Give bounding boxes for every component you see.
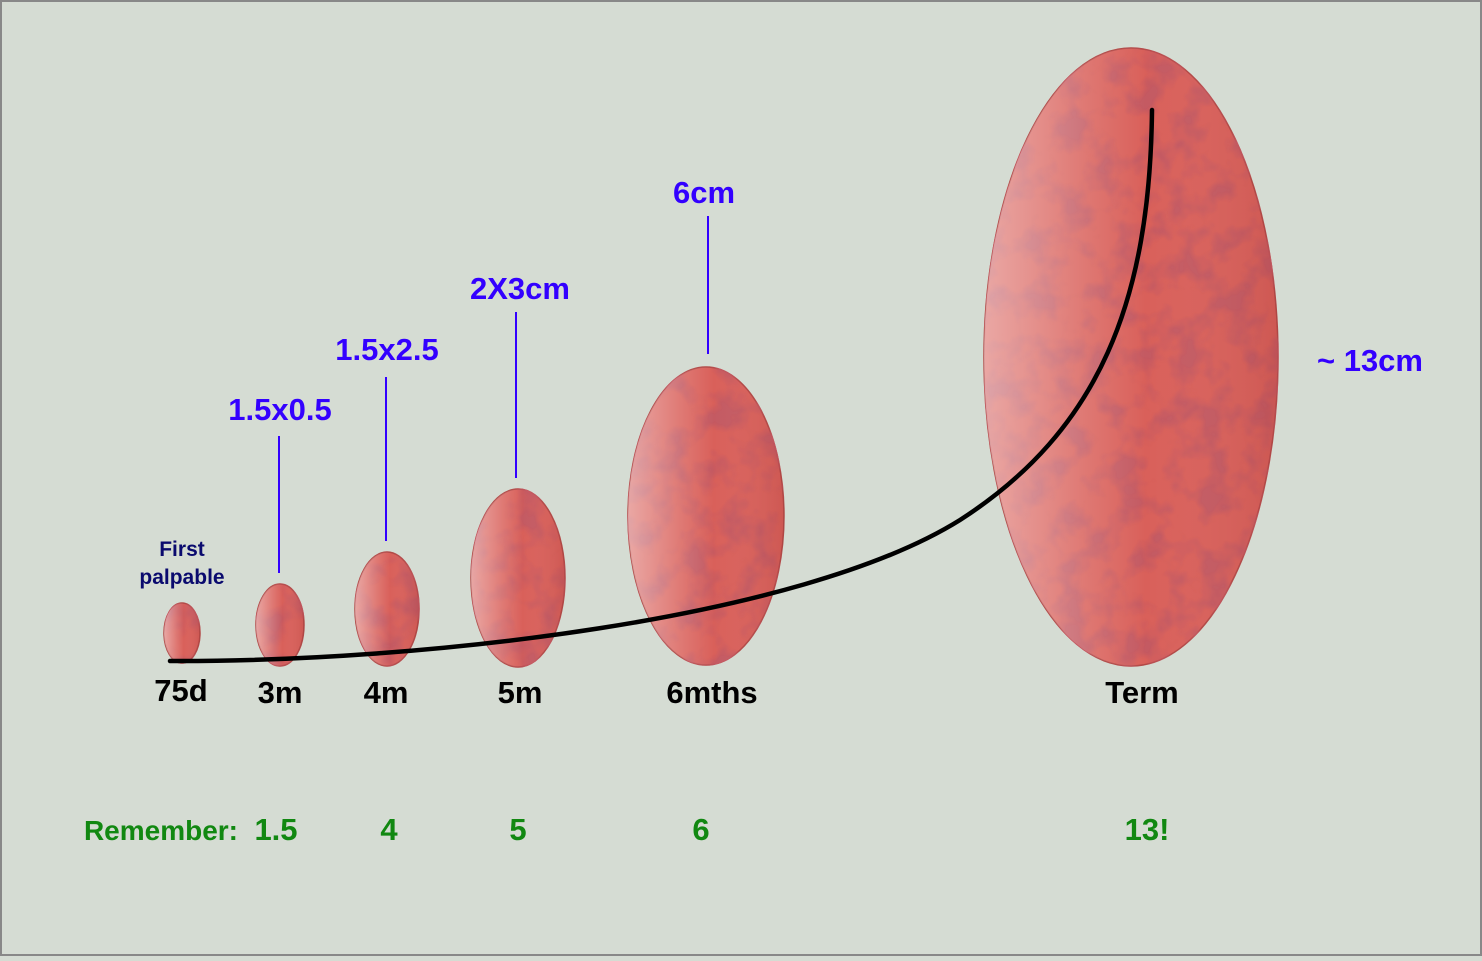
size-label-term: ~ 13cm: [1317, 343, 1423, 378]
remember-value-3: 5: [509, 812, 526, 847]
remember-value-5: 13!: [1125, 812, 1170, 847]
stage-label-5m: 5m: [498, 675, 543, 710]
stage-label-3m: 3m: [258, 675, 303, 710]
size-label-4m: 1.5x2.5: [335, 332, 438, 367]
ovary-ellipse-6mths: [627, 366, 785, 666]
size-label-5m: 2X3cm: [470, 271, 570, 306]
stage-label-75d: 75d: [154, 673, 207, 708]
ovary-ellipse-5m: [470, 488, 566, 668]
first-palpable-note-line1: First: [159, 538, 205, 561]
ovary-ellipses: [163, 47, 1279, 668]
ovary-ellipse-4m: [354, 551, 420, 667]
remember-value-1: 1.5: [254, 812, 297, 847]
ovary-ellipse-75d: [163, 602, 201, 664]
size-label-6mths: 6cm: [673, 175, 735, 210]
remember-value-2: 4: [380, 812, 398, 847]
size-label-3m: 1.5x0.5: [228, 392, 331, 427]
ovary-ellipse-term: [983, 47, 1279, 667]
remember-value-4: 6: [692, 812, 709, 847]
remember-prefix: Remember:: [84, 815, 238, 846]
stage-label-4m: 4m: [364, 675, 409, 710]
first-palpable-note-line2: palpable: [139, 566, 224, 589]
stage-label-6mths: 6mths: [666, 675, 757, 710]
stage-label-term: Term: [1105, 675, 1179, 710]
size-leader-lines: [278, 216, 709, 573]
ovary-ellipse-3m: [255, 583, 305, 667]
growth-curve: [167, 107, 1155, 664]
